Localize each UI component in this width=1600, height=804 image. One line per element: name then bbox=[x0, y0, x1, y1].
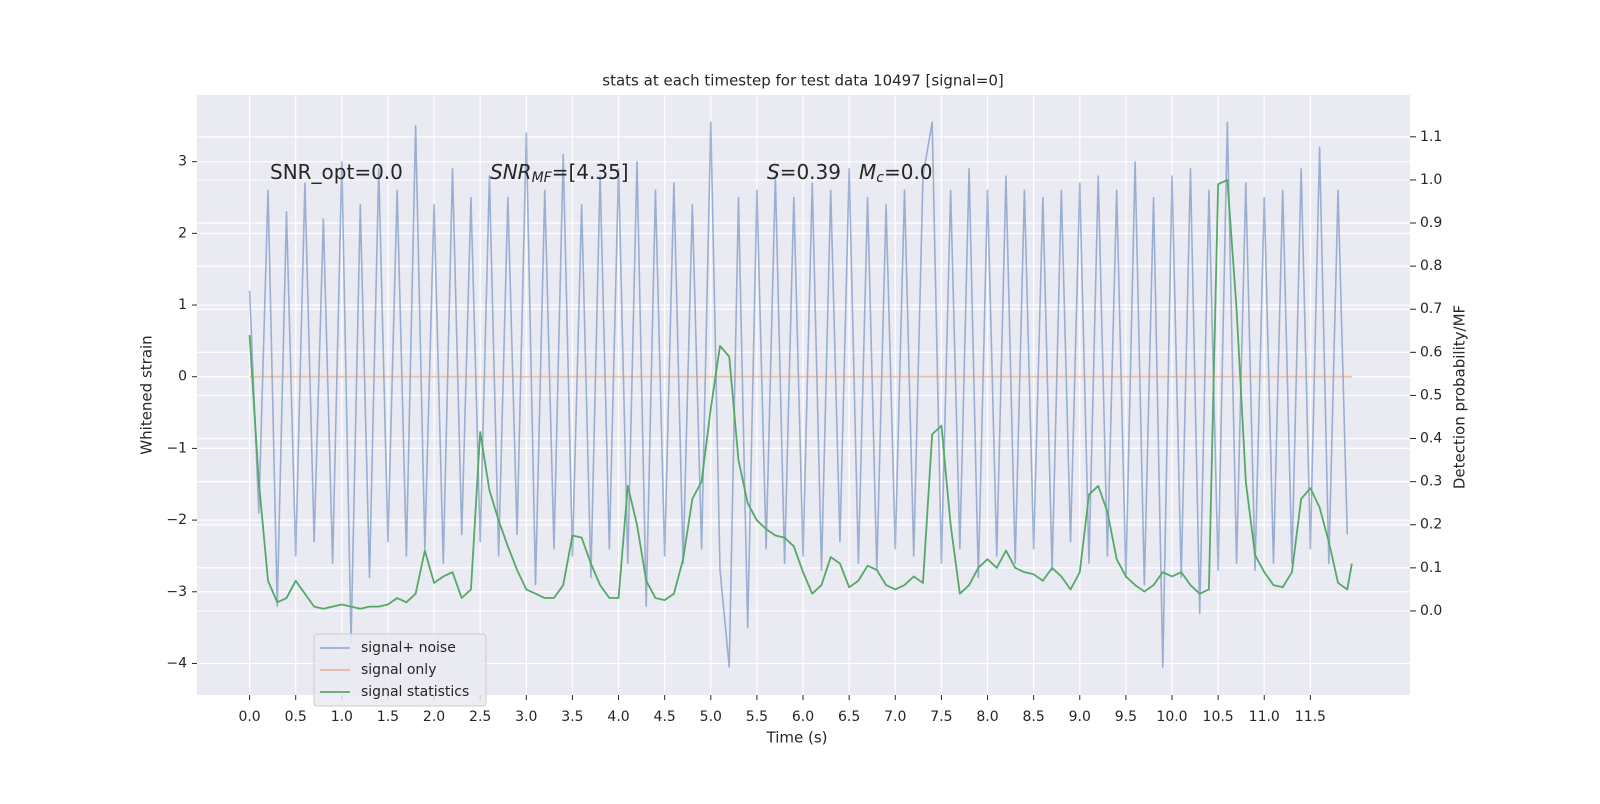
annotation-text: SNR_opt=0.0 bbox=[270, 160, 403, 184]
y-tick-label: −3 bbox=[166, 584, 187, 600]
legend-label: signal+ noise bbox=[361, 640, 456, 656]
annotation-subscript: MF bbox=[532, 170, 553, 186]
series-line bbox=[248, 179, 1353, 610]
x-tick-label: 9.0 bbox=[1069, 709, 1091, 725]
axes: 0.0 0.5 1.0 1.5 2.0 2.5 3.0 3.5 4.0 4.5 5.0 5.5 6.0 6… bbox=[166, 129, 1442, 725]
x-tick-label: 2.5 bbox=[469, 709, 491, 725]
annotation-symbol: M bbox=[859, 160, 876, 184]
y2-tick-label: 0.9 bbox=[1420, 215, 1442, 231]
x-tick-label: 7.5 bbox=[930, 709, 952, 725]
chart-title: stats at each timestep for test data 104… bbox=[602, 72, 1003, 90]
annotation-value: =0.0 bbox=[884, 160, 933, 184]
annotation: Mc=0.0 bbox=[859, 160, 933, 187]
x-tick-label: 10.0 bbox=[1156, 709, 1187, 725]
legend-box bbox=[313, 633, 487, 707]
x-axis-label: Time (s) bbox=[766, 729, 828, 747]
annotation-value: =0.39 bbox=[780, 160, 841, 184]
y-axis-label: Whitened strain bbox=[138, 335, 156, 454]
x-tick-label: 4.5 bbox=[654, 709, 676, 725]
marks bbox=[248, 121, 1353, 668]
y-tick-label: −2 bbox=[166, 512, 187, 528]
y-tick-label: 1 bbox=[178, 297, 187, 313]
y-tick-label: 2 bbox=[178, 225, 187, 241]
y2-tick-label: 0.2 bbox=[1420, 517, 1442, 533]
y-tick-label: −1 bbox=[166, 440, 187, 456]
x-tick-label: 2.0 bbox=[423, 709, 445, 725]
y-tick-label: −4 bbox=[166, 655, 187, 671]
x-tick-label: 4.0 bbox=[607, 709, 629, 725]
x-tick-label: 5.0 bbox=[700, 709, 722, 725]
y2-tick-label: 0.6 bbox=[1420, 344, 1442, 360]
annotation: SNR_opt=0.0 bbox=[270, 160, 403, 184]
legend: signal+ noise signal only signal statistic… bbox=[313, 633, 487, 707]
x-tick-label: 8.0 bbox=[976, 709, 998, 725]
x-tick-label: 3.0 bbox=[515, 709, 537, 725]
x-tick-label: 9.5 bbox=[1115, 709, 1137, 725]
x-tick-label: 6.5 bbox=[838, 709, 860, 725]
y-tick-label: 0 bbox=[178, 369, 187, 385]
x-tick-label: 0.0 bbox=[238, 709, 260, 725]
annotation-symbol: S bbox=[767, 160, 780, 184]
y2-tick-label: 0.3 bbox=[1420, 474, 1442, 490]
x-tick-label: 7.0 bbox=[884, 709, 906, 725]
legend-label: signal only bbox=[361, 662, 436, 678]
x-tick-label: 8.5 bbox=[1023, 709, 1045, 725]
y2-tick-label: 1.1 bbox=[1420, 129, 1442, 145]
y2-tick-label: 0.8 bbox=[1420, 258, 1442, 274]
y2-axis-label: Detection probability/MF bbox=[1451, 305, 1469, 489]
annotation: SNRMF=[4.35] bbox=[490, 160, 629, 187]
x-tick-label: 11.5 bbox=[1295, 709, 1326, 725]
x-tick-label: 0.5 bbox=[285, 709, 307, 725]
x-tick-label: 10.5 bbox=[1203, 709, 1234, 725]
annotation-value: =[4.35] bbox=[552, 160, 629, 184]
annotation-subscript: c bbox=[876, 170, 884, 186]
y2-tick-label: 1.0 bbox=[1420, 172, 1442, 188]
y2-tick-label: 0.1 bbox=[1420, 560, 1442, 576]
y-tick-label: 3 bbox=[178, 154, 187, 170]
y2-tick-label: 0.5 bbox=[1420, 387, 1442, 403]
y2-tick-label: 0.4 bbox=[1420, 431, 1442, 447]
legend-label: signal statistics bbox=[361, 684, 469, 700]
annotation: S=0.39 bbox=[767, 160, 841, 184]
annotation-symbol: SNR bbox=[490, 160, 532, 184]
x-tick-label: 5.5 bbox=[746, 709, 768, 725]
x-tick-label: 11.0 bbox=[1249, 709, 1280, 725]
y2-tick-label: 0.7 bbox=[1420, 301, 1442, 317]
x-tick-label: 3.5 bbox=[561, 709, 583, 725]
x-tick-label: 6.0 bbox=[792, 709, 814, 725]
x-tick-label: 1.0 bbox=[331, 709, 353, 725]
y2-tick-label: 0.0 bbox=[1420, 603, 1442, 619]
x-tick-label: 1.5 bbox=[377, 709, 399, 725]
